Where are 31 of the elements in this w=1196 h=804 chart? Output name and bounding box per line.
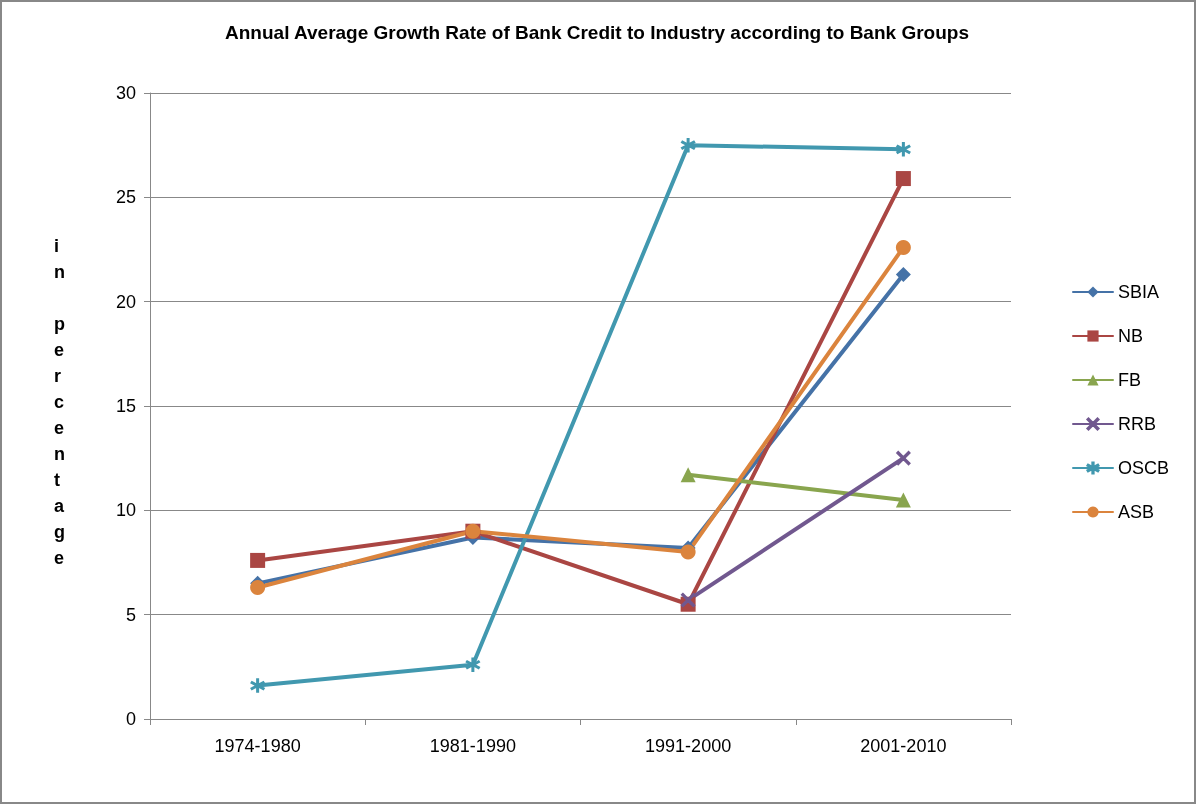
- text: in percentage: [54, 236, 65, 568]
- legend-label: NB: [1117, 326, 1143, 346]
- legend-label: SBIA: [1117, 282, 1160, 302]
- y-tick-label: 5: [125, 604, 136, 625]
- point: [896, 450, 911, 466]
- y-tick-label: 10: [115, 500, 136, 521]
- x-tick-label: 1974-1980: [214, 736, 301, 756]
- y-tick-label: 25: [115, 187, 136, 208]
- x-tick-label: 2001-2010: [860, 736, 947, 756]
- point: [895, 267, 911, 283]
- legend-label: OSCB: [1117, 458, 1169, 478]
- point: [680, 137, 696, 153]
- y-tick-label: 0: [125, 709, 136, 729]
- point: [680, 544, 696, 560]
- legend-label: RRB: [1117, 414, 1156, 434]
- y-tick-label: 20: [115, 291, 136, 312]
- legend-label: FB: [1117, 370, 1141, 390]
- legend-label: ASB: [1117, 502, 1155, 522]
- point: [680, 592, 696, 608]
- point: [896, 142, 911, 157]
- point: [250, 580, 266, 596]
- chart-title: Annual Average Growth Rate of Bank Credit to Industry according to Bank Groups: [225, 22, 969, 43]
- x-tick-label: 1991-2000: [645, 736, 732, 756]
- point: [250, 678, 265, 693]
- point: [895, 171, 911, 187]
- point: [250, 552, 266, 568]
- y-tick-label: 15: [115, 396, 136, 416]
- y-tick-label: 30: [115, 83, 136, 103]
- point: [465, 657, 481, 672]
- x-tick-label: 1981-1990: [429, 736, 516, 756]
- point: [895, 239, 911, 255]
